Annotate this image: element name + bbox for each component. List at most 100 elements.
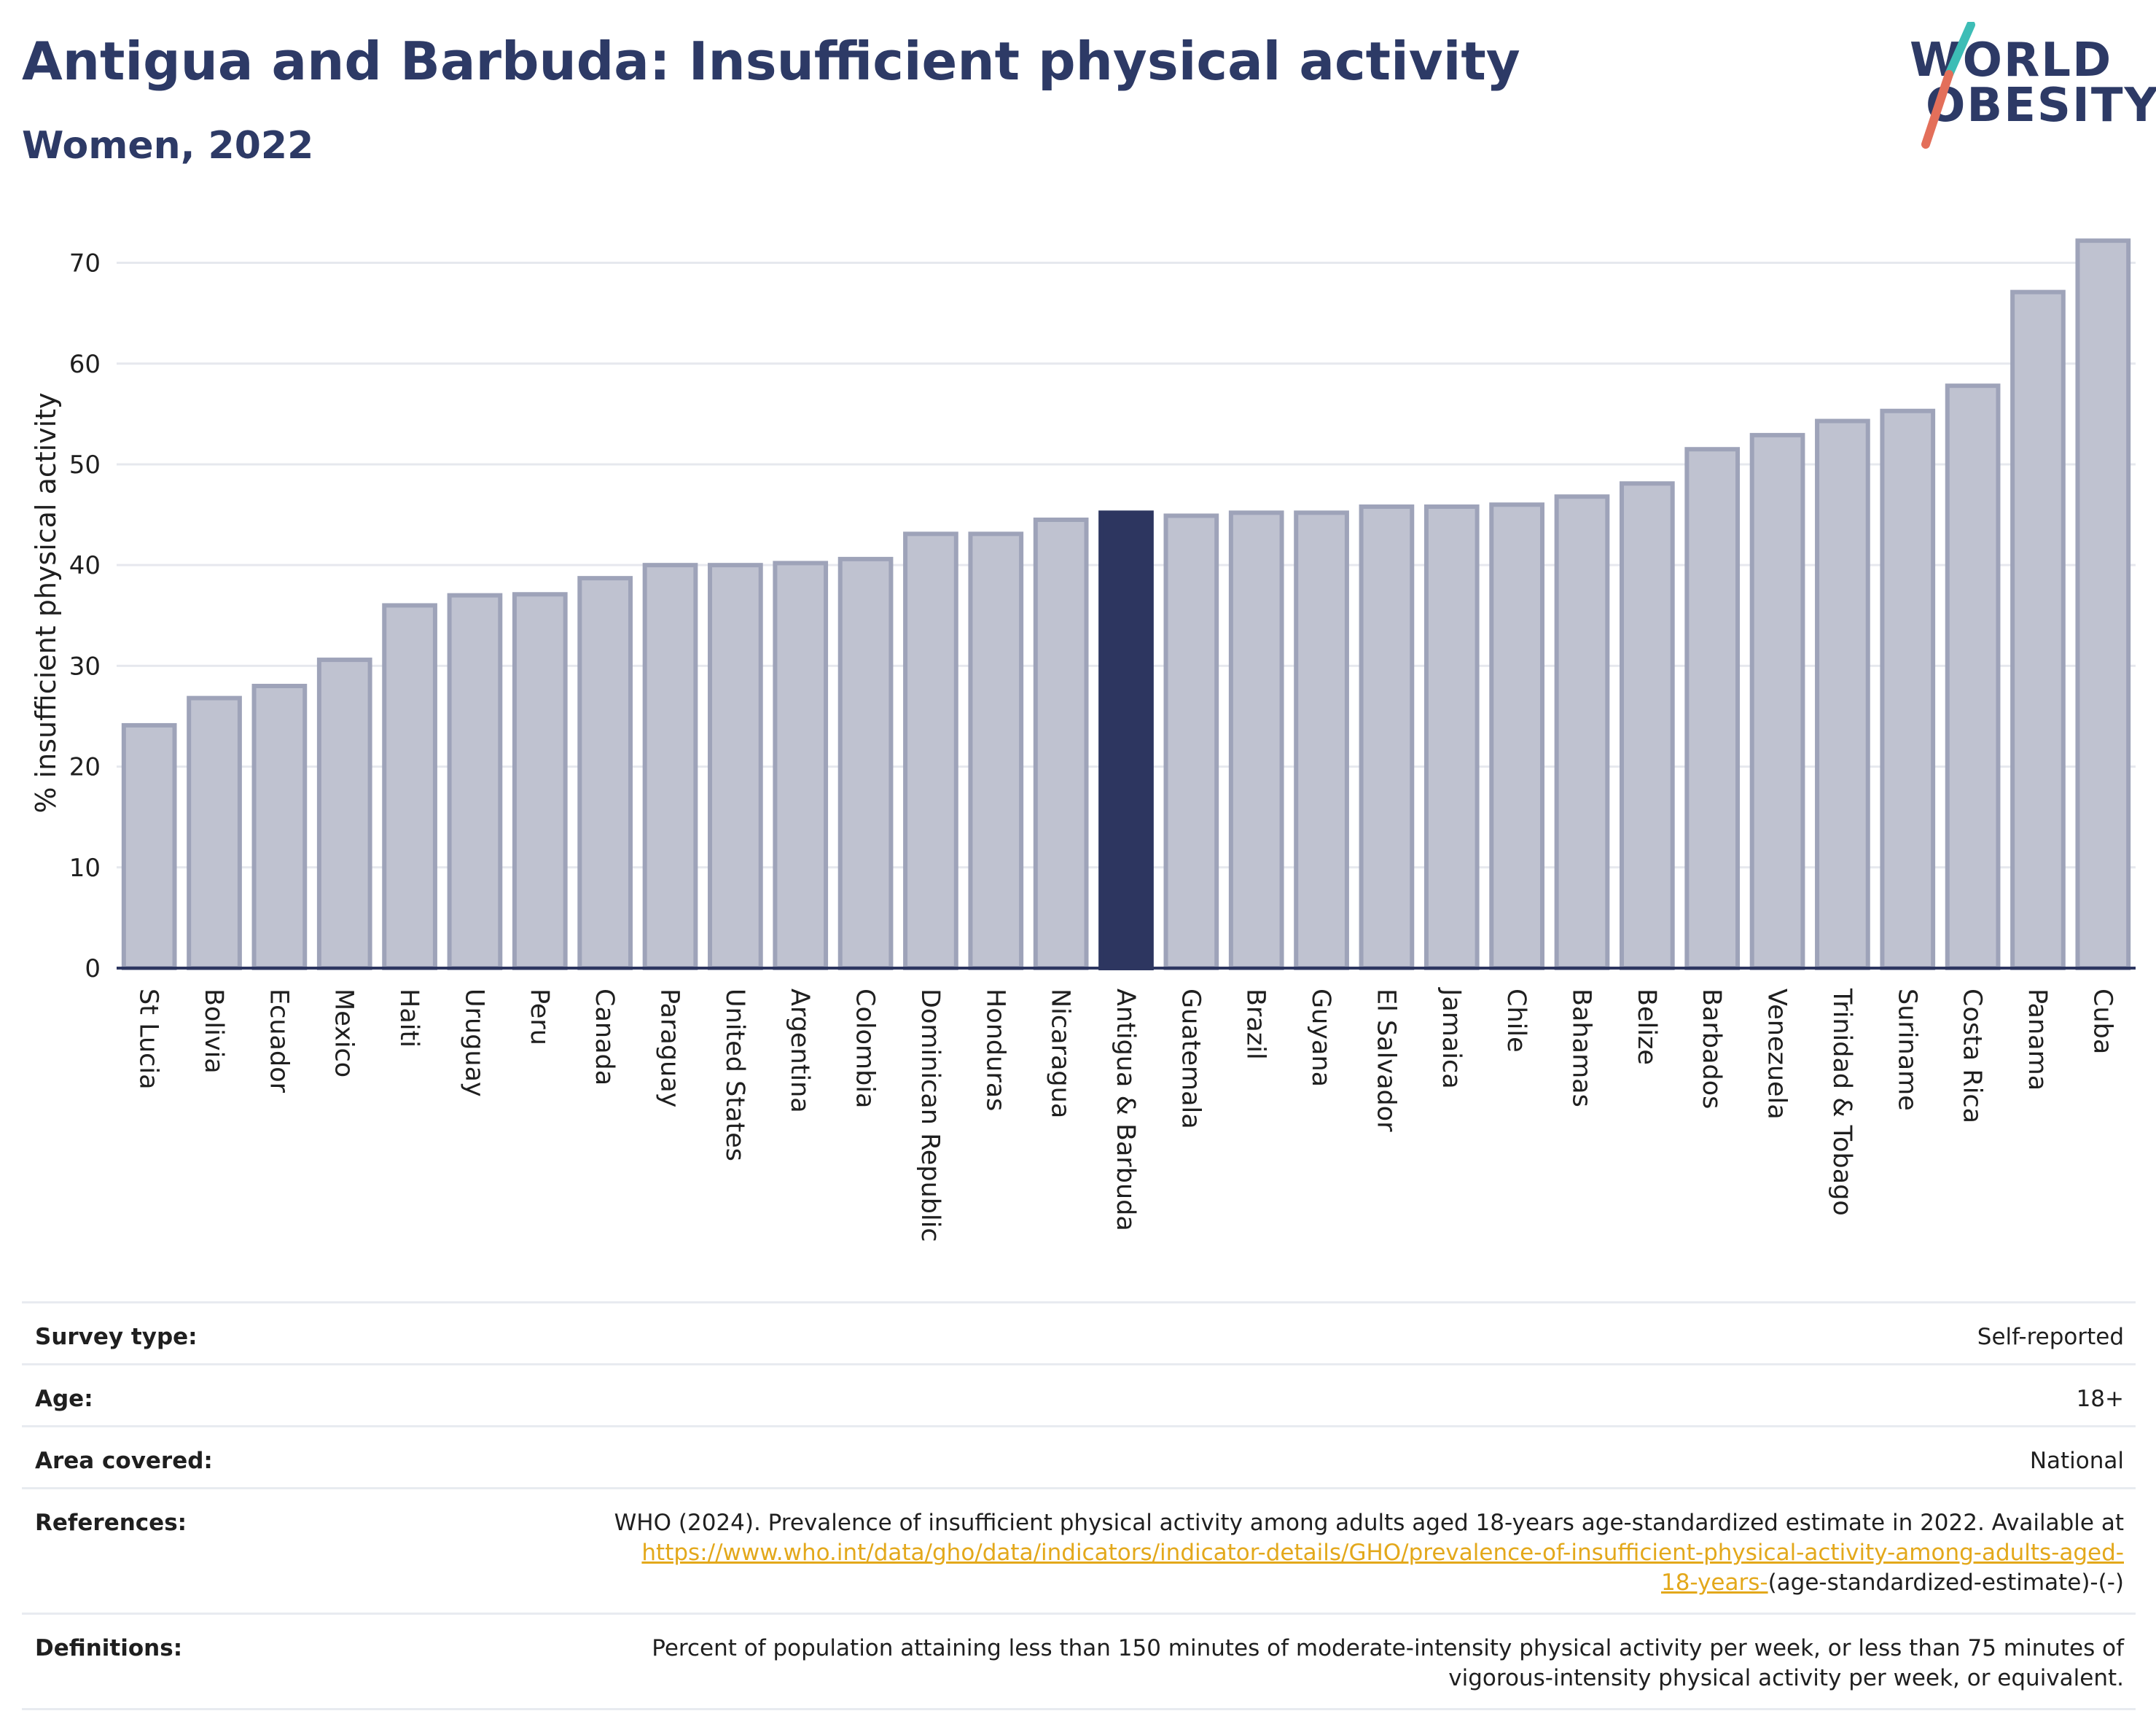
x-tick-label: Peru <box>525 989 554 1045</box>
bar <box>1228 510 1284 971</box>
y-tick-label: 30 <box>69 652 101 681</box>
definitions-line-2: vigorous-intensity physical activity per… <box>1448 1665 2124 1691</box>
survey-type-label: Survey type: <box>35 1324 198 1350</box>
bar-chart: 0 10 20 30 40 50 60 70 % insufficient physical a… <box>30 238 2136 1242</box>
info-row-definitions: Definitions: Percent of population attai… <box>22 1613 2136 1708</box>
x-tick-label: Uruguay <box>459 989 488 1097</box>
bar <box>1684 447 1741 970</box>
bar <box>2075 238 2131 971</box>
bar <box>1880 408 1936 970</box>
chart-subtitle: Women, 2022 <box>22 124 314 168</box>
y-tick-label: 50 <box>69 451 101 480</box>
bar <box>2010 289 2066 971</box>
y-tick-label: 40 <box>69 551 101 580</box>
bar <box>773 561 829 970</box>
y-tick-label: 0 <box>85 954 101 983</box>
y-axis-label: % insufficient physical activity <box>30 392 62 813</box>
world-obesity-logo: WORLD OBESITY <box>1902 22 2156 153</box>
references-link-line-1[interactable]: https://www.who.int/data/gho/data/indica… <box>641 1540 2124 1566</box>
x-tick-label: Bahamas <box>1566 989 1595 1107</box>
bar <box>1489 502 1544 970</box>
bar <box>708 563 763 970</box>
bar <box>577 576 633 970</box>
references-link-line-2[interactable]: 18-years- <box>1660 1570 1768 1596</box>
logo-slash-icon <box>1921 22 1975 149</box>
bar <box>1423 504 1480 971</box>
survey-type-value: Self-reported <box>1977 1324 2124 1350</box>
bar <box>1554 494 1610 970</box>
bar <box>1163 513 1219 970</box>
x-tick-label: United States <box>720 989 749 1161</box>
x-tick-label: Venezuela <box>1762 989 1792 1120</box>
info-row-area: Area covered: National <box>22 1425 2136 1487</box>
age-value: 18+ <box>2076 1386 2124 1412</box>
definitions-value: Percent of population attaining less tha… <box>652 1634 2124 1693</box>
references-label: References: <box>35 1510 187 1536</box>
y-tick-label: 10 <box>69 854 101 883</box>
bar <box>1033 517 1089 970</box>
x-tick-label: Haiti <box>394 989 423 1048</box>
references-suffix: (age-standardized-estimate)-(-) <box>1768 1570 2124 1596</box>
x-tick-label: Panama <box>2023 989 2052 1091</box>
info-row-age: Age: 18+ <box>22 1363 2136 1425</box>
bar <box>447 593 503 970</box>
x-tick-label: St Lucia <box>134 989 163 1090</box>
x-tick-label: Chile <box>1501 989 1531 1053</box>
references-text: WHO (2024). Prevalence of insufficient p… <box>614 1510 2124 1536</box>
y-tick-label: 20 <box>69 753 101 782</box>
bar <box>187 695 242 970</box>
bar <box>1945 383 2001 970</box>
x-tick-label: Trinidad & Tobago <box>1827 988 1856 1216</box>
x-tick-label: Ecuador <box>264 989 293 1093</box>
y-tick-label: 60 <box>69 350 101 379</box>
x-tick-label: Costa Rica <box>1958 989 1987 1123</box>
x-tick-label: Bolivia <box>199 989 228 1074</box>
logo-line-2: OBESITY <box>1926 79 2156 133</box>
bar <box>1098 510 1154 971</box>
x-tick-label: El Salvador <box>1371 989 1400 1132</box>
info-table: Survey type: Self-reported Age: 18+ Area… <box>22 1301 2136 1710</box>
bar <box>903 531 958 971</box>
bar <box>316 658 372 971</box>
x-tick-label: Antigua & Barbuda <box>1111 989 1140 1231</box>
bar <box>837 556 894 970</box>
x-tick-label: Suriname <box>1892 989 1921 1111</box>
area-value: National <box>2029 1448 2124 1474</box>
bar <box>642 563 698 970</box>
info-table-end <box>22 1708 2136 1710</box>
bar <box>121 722 177 970</box>
area-label: Area covered: <box>35 1448 213 1474</box>
x-tick-label: Dominican Republic <box>915 989 945 1242</box>
info-row-survey-type: Survey type: Self-reported <box>22 1301 2136 1363</box>
chart-title: Antigua and Barbuda: Insufficient physic… <box>22 31 1520 92</box>
bar <box>968 531 1024 971</box>
x-tick-label: Nicaragua <box>1046 989 1075 1118</box>
x-tick-label: Guyana <box>1306 989 1335 1087</box>
x-tick-label: Argentina <box>785 989 814 1113</box>
x-tick-label: Mexico <box>329 989 359 1077</box>
y-tick-label: 70 <box>69 249 101 278</box>
bar <box>1294 510 1349 971</box>
x-tick-label: Guatemala <box>1176 989 1205 1129</box>
definitions-line-1: Percent of population attaining less tha… <box>652 1635 2124 1661</box>
age-label: Age: <box>35 1386 93 1412</box>
bar <box>251 684 308 970</box>
references-link[interactable]: https://www.who.int/data/gho/data/indica… <box>641 1540 2124 1596</box>
x-tick-label: Belize <box>1632 989 1661 1065</box>
x-tick-label: Colombia <box>851 989 880 1108</box>
x-tick-label: Honduras <box>980 989 1009 1111</box>
x-tick-label: Brazil <box>1241 989 1270 1060</box>
bar <box>1815 418 1870 970</box>
bar <box>1619 481 1675 970</box>
bar <box>1359 504 1415 971</box>
x-tick-label: Jamaica <box>1437 987 1466 1089</box>
definitions-label: Definitions: <box>35 1635 183 1661</box>
bar <box>512 592 568 970</box>
x-tick-label: Cuba <box>2087 989 2117 1054</box>
x-tick-label: Paraguay <box>655 989 684 1107</box>
references-value: WHO (2024). Prevalence of insufficient p… <box>614 1508 2124 1598</box>
x-tick-label: Canada <box>590 989 619 1085</box>
x-tick-label: Barbados <box>1697 989 1726 1109</box>
info-row-references: References: WHO (2024). Prevalence of in… <box>22 1487 2136 1613</box>
bar <box>382 603 437 971</box>
